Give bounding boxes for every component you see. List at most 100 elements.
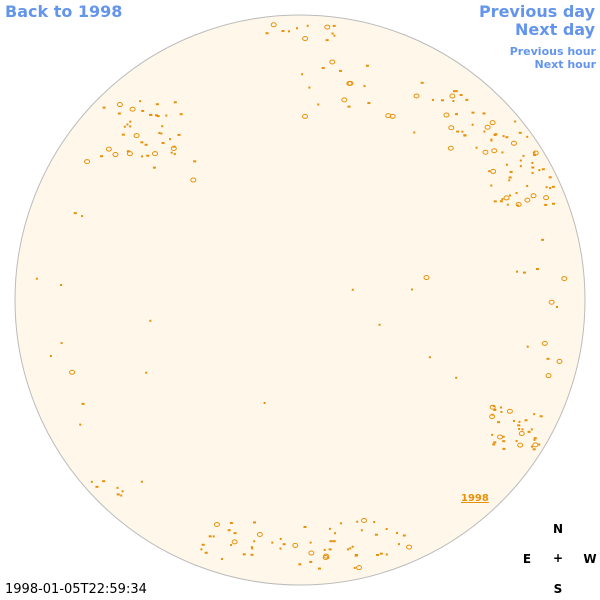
feature-contour [518, 427, 521, 430]
feature-contour [161, 142, 165, 145]
feature-contour [499, 200, 503, 203]
feature-contour [506, 408, 513, 414]
feature-contour [539, 415, 543, 418]
feature-contour [492, 443, 496, 446]
feature-contour [531, 171, 534, 174]
feature-contour [213, 521, 220, 527]
feature-contour [482, 112, 486, 115]
feature-contour [397, 543, 400, 546]
feature-contour [60, 342, 63, 345]
feature-contour [309, 560, 313, 563]
feature-contour [105, 146, 112, 152]
timestamp: 1998-01-05T22:59:34 [5, 582, 147, 597]
disk-label-link[interactable]: 1998 [461, 493, 489, 504]
feature-contour [121, 133, 125, 136]
feature-contour [518, 420, 521, 423]
feature-contour [179, 113, 183, 116]
feature-contour [456, 130, 460, 133]
feature-contour [292, 542, 299, 548]
feature-contour [532, 448, 536, 451]
feature-contour [465, 98, 469, 101]
feature-contour [519, 159, 522, 162]
compass-south: S [553, 582, 563, 596]
feature-contour [301, 73, 304, 76]
feature-contour [493, 441, 497, 444]
feature-contour [95, 485, 99, 488]
feature-contour [500, 410, 503, 413]
back-link[interactable]: Back to 1998 [5, 2, 123, 21]
feature-contour [250, 553, 254, 556]
feature-contour [526, 135, 529, 138]
feature-contour [428, 356, 431, 359]
feature-contour [410, 288, 413, 291]
feature-contour [530, 193, 537, 199]
previous-hour-link[interactable]: Previous hour [509, 45, 596, 58]
feature-contour [443, 112, 450, 118]
feature-contour [353, 566, 356, 569]
feature-contour [279, 537, 282, 540]
feature-contour [549, 187, 552, 190]
feature-contour [521, 428, 524, 431]
feature-contour [139, 100, 142, 103]
feature-contour [545, 186, 548, 189]
feature-contour [145, 371, 148, 374]
feature-contour [172, 145, 176, 148]
feature-contour [510, 140, 517, 146]
feature-contour [367, 102, 371, 105]
feature-contour [497, 434, 504, 440]
feature-contour [229, 521, 233, 524]
feature-contour [471, 111, 475, 114]
feature-contour [522, 271, 526, 274]
feature-contour [512, 419, 515, 422]
feature-contour [323, 548, 326, 551]
feature-contour [323, 553, 330, 559]
feature-contour [517, 424, 521, 427]
feature-contour [102, 480, 106, 483]
feature-contour [230, 544, 233, 547]
feature-contour [531, 166, 535, 169]
feature-contour [389, 113, 396, 119]
feature-contour [493, 133, 497, 136]
feature-contour [329, 59, 336, 65]
feature-contour [449, 93, 456, 99]
feature-contour [341, 97, 348, 103]
feature-contour [356, 565, 363, 571]
feature-contour [556, 358, 563, 364]
feature-contour [518, 131, 522, 134]
feature-contour [490, 138, 493, 141]
feature-contour [116, 493, 120, 496]
compass-north: N [552, 522, 564, 536]
feature-contour [251, 547, 254, 550]
feature-contour [351, 288, 354, 291]
feature-contour [200, 548, 203, 551]
feature-contour [169, 138, 172, 141]
feature-contour [121, 490, 124, 493]
feature-contour [156, 115, 160, 118]
feature-contour [253, 540, 256, 543]
feature-contour [548, 176, 552, 179]
feature-contour [548, 299, 555, 305]
feature-contour [527, 430, 531, 433]
feature-contour [303, 525, 307, 528]
feature-contour [253, 521, 257, 524]
feature-contour [517, 442, 524, 448]
feature-contour [158, 131, 161, 134]
feature-contour [506, 203, 509, 206]
feature-contour [270, 22, 277, 28]
feature-contour [490, 168, 497, 174]
feature-contour [81, 402, 85, 405]
feature-contour [129, 125, 132, 128]
next-day-link[interactable]: Next day [515, 20, 595, 39]
feature-contour [484, 124, 491, 130]
previous-day-link[interactable]: Previous day [478, 2, 595, 21]
feature-contour [461, 130, 464, 133]
feature-contour [524, 419, 528, 422]
feature-contour [356, 520, 359, 523]
feature-contour [406, 544, 413, 550]
feature-contour [508, 176, 512, 179]
feature-contour [453, 90, 456, 93]
feature-contour [328, 548, 332, 551]
next-hour-link[interactable]: Next hour [534, 58, 597, 71]
compass-east: E [522, 552, 532, 566]
feature-contour [373, 521, 376, 524]
